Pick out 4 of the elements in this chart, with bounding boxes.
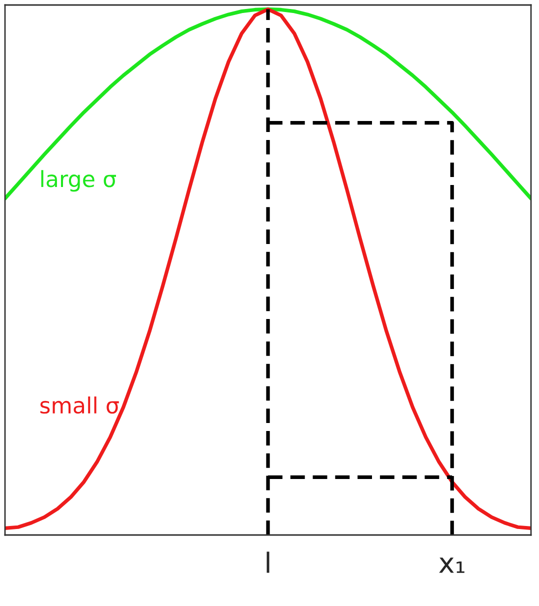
- x-tick-label: x₁: [439, 558, 464, 573]
- x-tick-label: l: [266, 552, 270, 573]
- series-label: large σ: [41, 170, 116, 192]
- series-label: small σ: [40, 396, 119, 414]
